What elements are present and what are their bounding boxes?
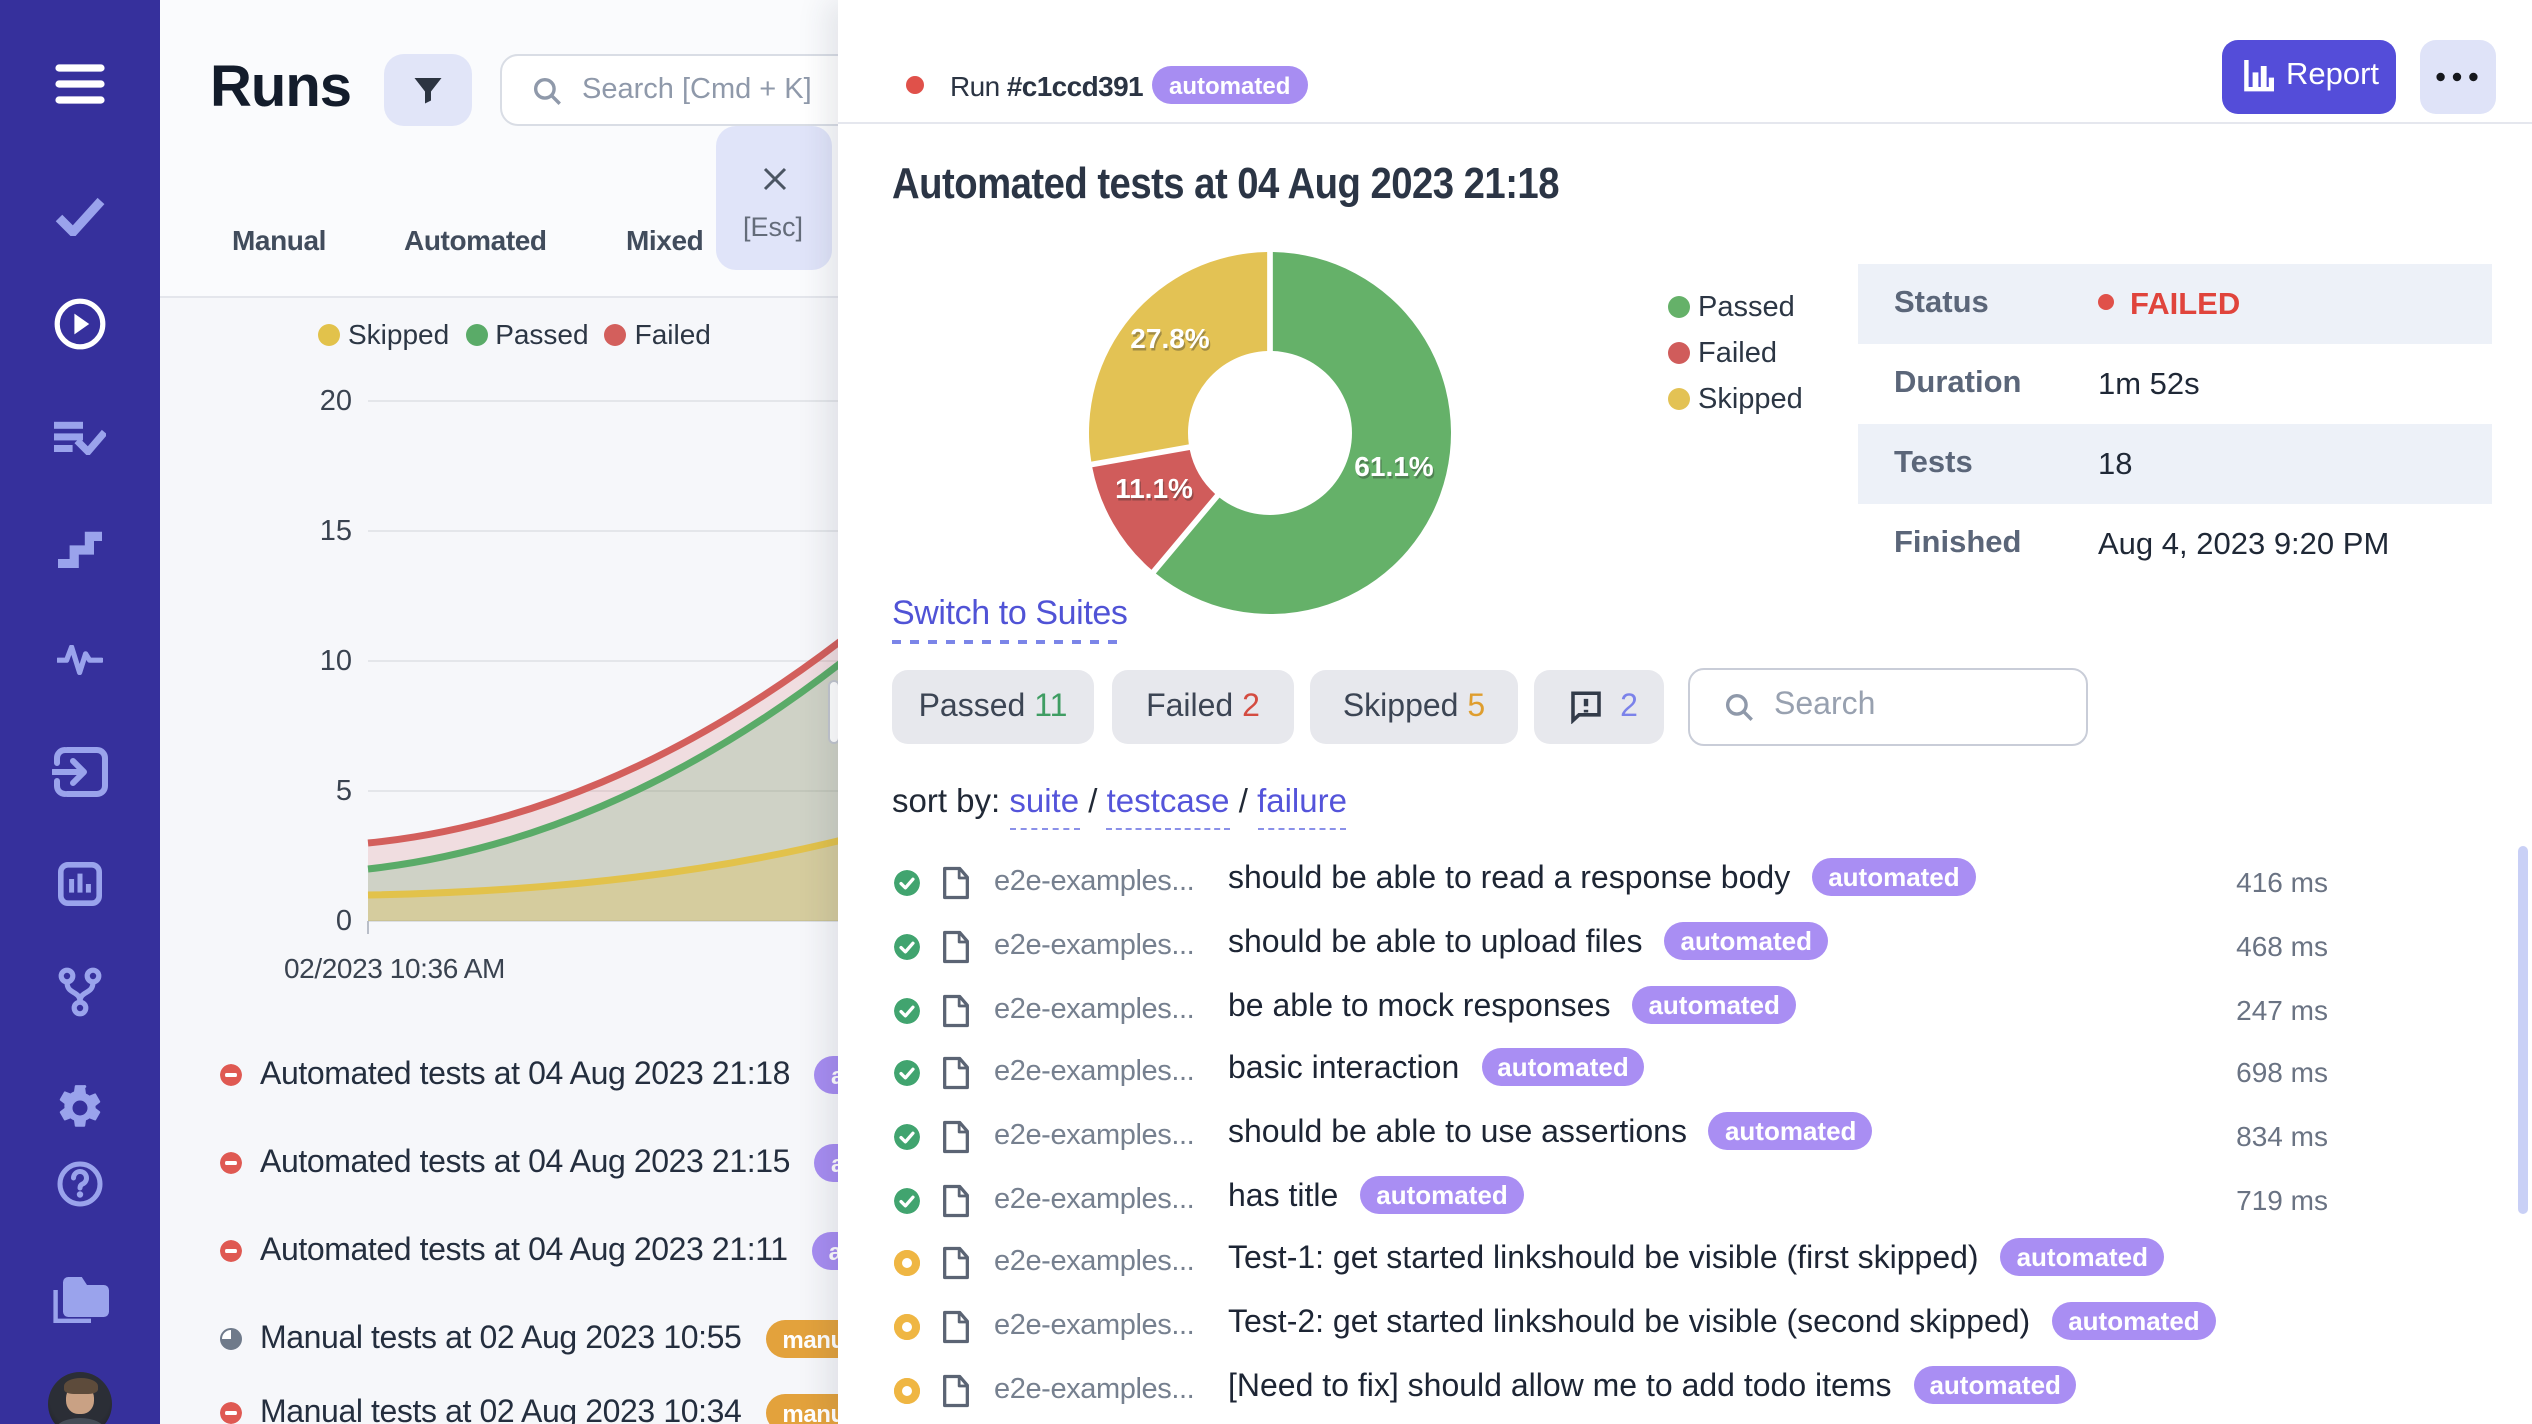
svg-text:61.1%: 61.1%	[1354, 451, 1433, 482]
svg-text:61.1%: 61.1%	[1356, 453, 1435, 484]
svg-text:27.8%: 27.8%	[1132, 325, 1211, 356]
svg-text:27.8%: 27.8%	[1130, 323, 1209, 354]
svg-text:11.1%: 11.1%	[1116, 475, 1194, 506]
svg-text:11.1%: 11.1%	[1115, 473, 1193, 504]
